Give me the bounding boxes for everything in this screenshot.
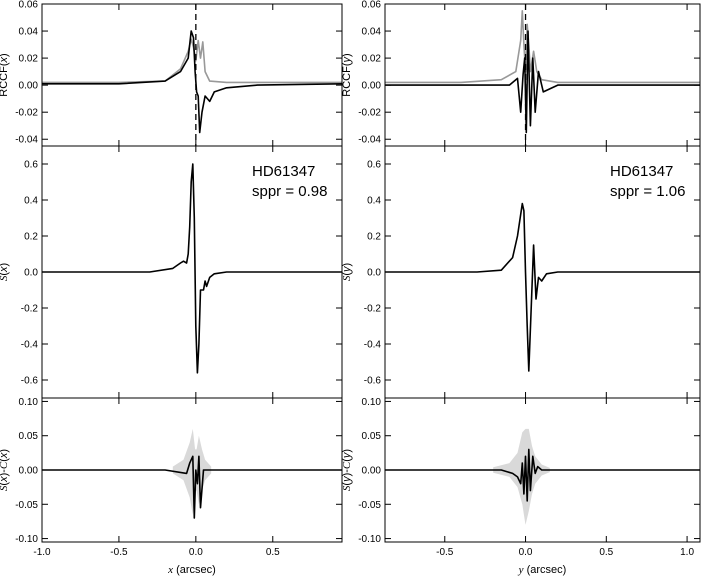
panel-s-y-c-y-: -0.10 -0.05 0.00 0.05 0.10 -0.5 0.0 0.5 1.0 S(y)-… [341, 397, 701, 576]
series-line-gray [42, 38, 342, 84]
y-axis-label: S(x) [0, 263, 10, 281]
y-tick-label: -0.10 [15, 534, 38, 545]
y-tick-label: -0.2 [364, 304, 382, 315]
y-tick-label: -0.6 [21, 376, 39, 387]
star-name-label: HD61347 [252, 163, 315, 180]
y-tick-label: -0.04 [15, 135, 38, 146]
y-tick-label: 0.04 [362, 27, 382, 38]
y-tick-label: 0.2 [367, 232, 381, 243]
y-axis-label: RCCF(y) [341, 53, 353, 96]
y-tick-label: 0.04 [19, 27, 39, 38]
sppr-label: sppr = 1.06 [610, 183, 685, 200]
panel-frame [384, 3, 701, 147]
series-line-black [385, 202, 700, 372]
y-tick-label: -0.6 [364, 376, 382, 387]
y-tick-label: -0.02 [15, 108, 38, 119]
x-tick-label: 0.0 [189, 547, 203, 558]
y-tick-label: -0.04 [358, 135, 381, 146]
y-tick-label: 0.2 [24, 232, 38, 243]
y-tick-label: 0.06 [19, 0, 39, 11]
x-tick-label: 1.0 [680, 547, 694, 558]
y-tick-label: 0.00 [19, 81, 39, 92]
y-tick-label: -0.10 [358, 534, 381, 545]
y-axis-label: S(x)-C(x) [0, 449, 10, 491]
series-line-black [385, 30, 700, 134]
x-axis-label: y (arcsec) [518, 564, 567, 576]
y-tick-label: 0.0 [24, 268, 38, 279]
y-tick-label: 0.05 [19, 431, 39, 442]
star-name-label: HD61347 [610, 163, 673, 180]
y-tick-label: 0.00 [362, 81, 382, 92]
panel-s-y-: -0.6 -0.4 -0.2 0.0 0.2 0.4 0.6 S(y) HD61347 sppr … [341, 145, 701, 399]
y-tick-label: 0.00 [19, 466, 39, 477]
series-line-black [385, 448, 700, 502]
y-tick-label: -0.05 [358, 500, 381, 511]
y-tick-label: 0.05 [362, 431, 382, 442]
y-tick-label: 0.4 [24, 196, 38, 207]
panel-rccf-x-: -0.04 -0.02 0.00 0.02 0.04 0.06 RCCF(x) [0, 0, 343, 147]
y-tick-label: 0.10 [362, 397, 382, 408]
x-tick-label: -0.5 [436, 547, 454, 558]
y-tick-label: -0.4 [21, 340, 39, 351]
panel-frame [41, 3, 343, 147]
confidence-band [172, 428, 212, 515]
series-line-black [42, 163, 342, 374]
x-axis-label: x (arcsec) [167, 564, 216, 576]
series-line-black [42, 455, 342, 519]
panel-s-x-: -0.6 -0.4 -0.2 0.0 0.2 0.4 0.6 S(x) HD61347 sppr … [0, 145, 343, 399]
x-tick-label: -0.5 [110, 547, 128, 558]
y-axis-label: RCCF(x) [0, 53, 10, 96]
y-tick-label: -0.4 [364, 340, 382, 351]
y-tick-label: 0.02 [362, 54, 382, 65]
series-line-black [42, 30, 343, 134]
series-line-gray [385, 10, 700, 84]
x-tick-label: -1.0 [33, 547, 51, 558]
y-tick-label: 0.0 [367, 268, 381, 279]
panel-s-x-c-x-: -0.10 -0.05 0.00 0.05 0.10 -1.0 -0.5 0.0 0.5 S(x)… [0, 397, 343, 576]
y-tick-label: 0.06 [362, 0, 382, 11]
x-tick-label: 0.5 [599, 547, 613, 558]
y-tick-label: -0.2 [21, 304, 39, 315]
y-tick-label: 0.10 [19, 397, 39, 408]
y-tick-label: -0.02 [358, 108, 381, 119]
y-tick-label: 0.00 [362, 466, 382, 477]
y-tick-label: 0.6 [24, 160, 38, 171]
y-axis-label: S(y)-C(y) [341, 449, 353, 491]
y-axis-label: S(y) [341, 263, 353, 281]
x-tick-label: 0.0 [519, 547, 533, 558]
y-tick-label: 0.6 [367, 160, 381, 171]
panel-rccf-y-: -0.04 -0.02 0.00 0.02 0.04 0.06 RCCF(y) [341, 0, 701, 147]
sppr-label: sppr = 0.98 [252, 183, 327, 200]
y-tick-label: -0.05 [15, 500, 38, 511]
y-tick-label: 0.4 [367, 196, 381, 207]
x-tick-label: 0.5 [266, 547, 280, 558]
y-tick-label: 0.02 [19, 54, 39, 65]
